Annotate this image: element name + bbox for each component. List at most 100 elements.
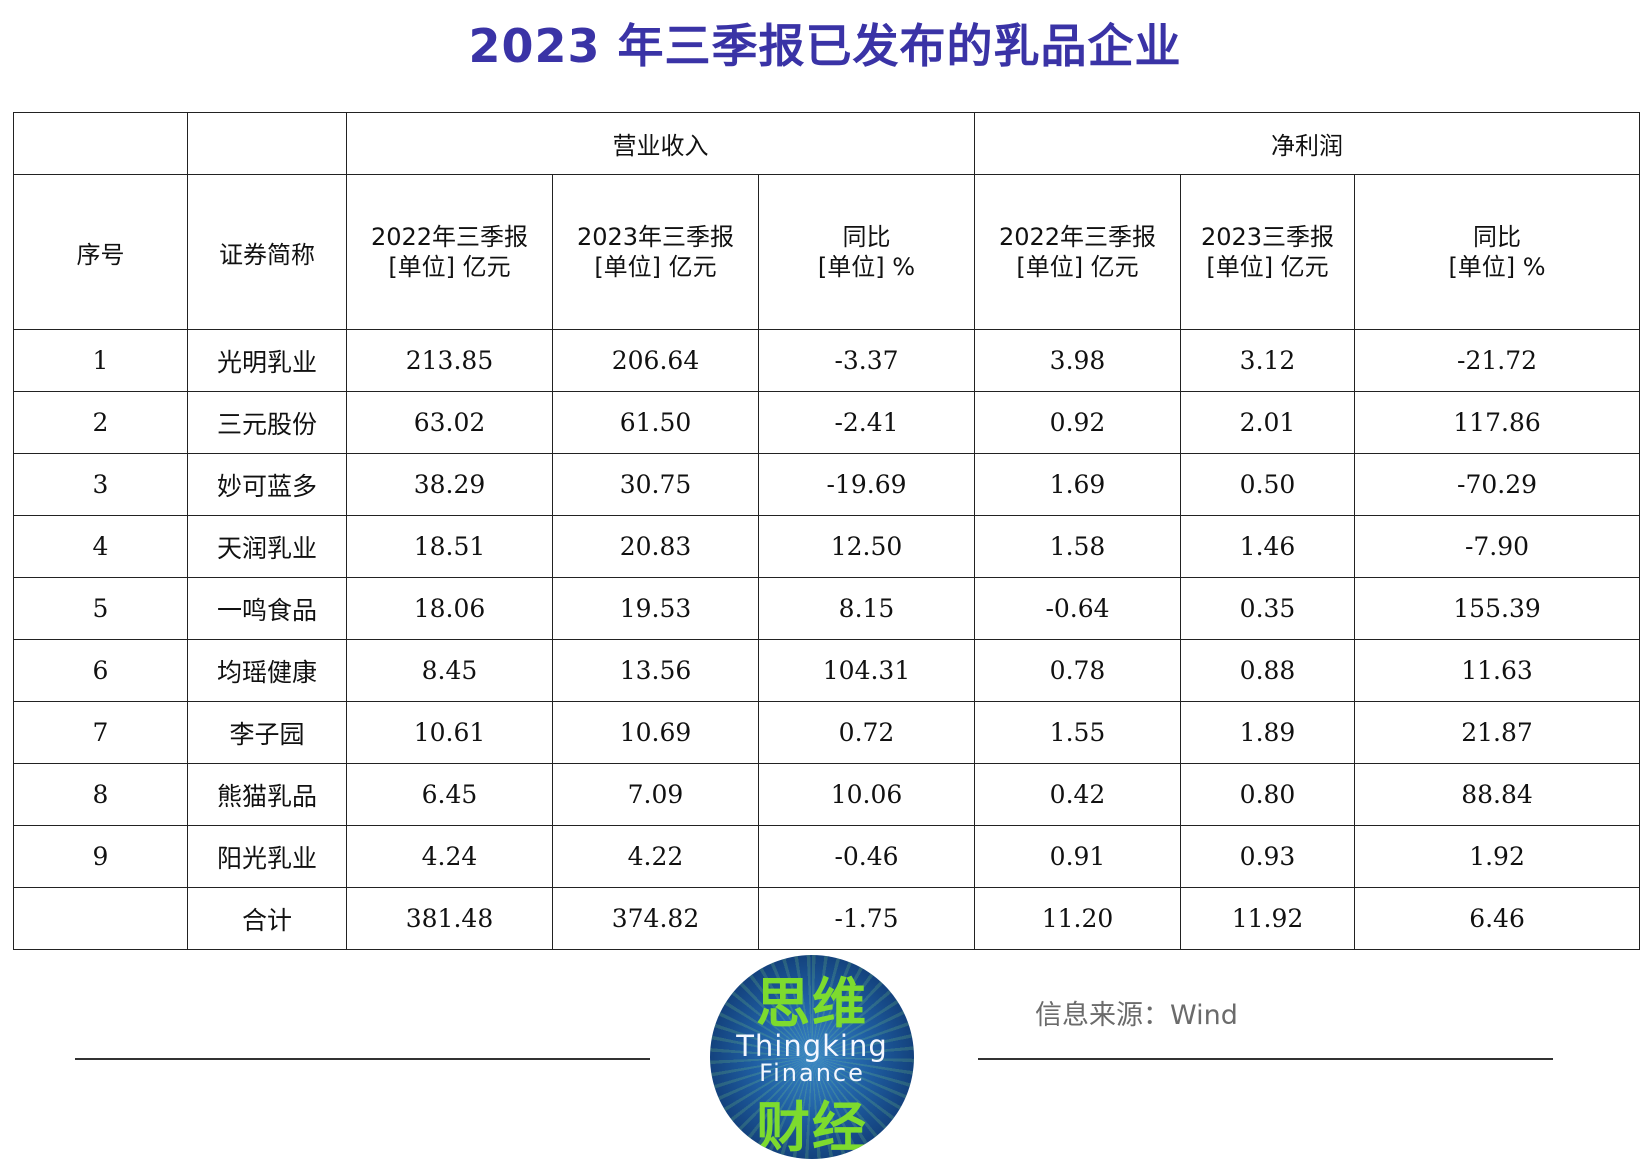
cell-np-yoy: -70.29 — [1354, 453, 1641, 516]
column-header-np-2023: 2023三季报 [单位] 亿元 — [1180, 174, 1356, 330]
cell-np-yoy: 88.84 — [1354, 763, 1641, 826]
cell-rev-yoy: 12.50 — [757, 515, 976, 578]
cell-np-yoy: 1.92 — [1354, 825, 1641, 888]
column-header-rev-2022-title: 2022年三季报 — [370, 223, 529, 251]
cell-np-2023: 0.35 — [1180, 577, 1356, 640]
table-row: 2 三元股份 63.02 61.50 -2.41 0.92 2.01 117.8… — [13, 391, 1641, 454]
cell-rev-2022: 10.61 — [346, 701, 553, 764]
cell-np-yoy: 117.86 — [1354, 391, 1641, 454]
column-header-np-yoy-unit: [单位] % — [1448, 253, 1546, 281]
cell-rev-2022: 63.02 — [346, 391, 553, 454]
table-row: 8 熊猫乳品 6.45 7.09 10.06 0.42 0.80 88.84 — [13, 763, 1641, 826]
group-header-revenue: 营业收入 — [345, 112, 976, 175]
cell-np-yoy: -7.90 — [1354, 515, 1641, 578]
cell-index: 3 — [13, 453, 188, 516]
column-header-np-2022-unit: [单位] 亿元 — [1016, 253, 1139, 281]
footer-divider-left — [75, 1058, 650, 1060]
column-header-np-yoy: 同比 [单位] % — [1354, 174, 1641, 330]
header-blank-name — [187, 112, 347, 175]
column-header-rev-yoy-title: 同比 — [842, 223, 891, 251]
cell-np-2022: 0.42 — [974, 763, 1182, 826]
cell-index — [13, 887, 188, 950]
cell-rev-2023: 30.75 — [552, 453, 759, 516]
logo-english-line2: Finance — [759, 1059, 865, 1087]
cell-rev-2022: 8.45 — [346, 639, 553, 702]
dairy-companies-table: 营业收入 净利润 序号 证券简称 2022年三季报 [单位] 亿元 2023年三… — [13, 112, 1641, 950]
cell-index: 7 — [13, 701, 188, 764]
cell-rev-2023: 61.50 — [552, 391, 759, 454]
cell-np-2023: 2.01 — [1180, 391, 1356, 454]
column-header-np-2022: 2022年三季报 [单位] 亿元 — [974, 174, 1182, 330]
cell-np-2023: 1.89 — [1180, 701, 1356, 764]
cell-np-2023: 0.88 — [1180, 639, 1356, 702]
cell-np-2023: 0.93 — [1180, 825, 1356, 888]
header-blank-index — [13, 112, 188, 175]
table-body: 1 光明乳业 213.85 206.64 -3.37 3.98 3.12 -21… — [13, 329, 1641, 950]
cell-np-2022: 0.91 — [974, 825, 1182, 888]
cell-np-2022: 0.78 — [974, 639, 1182, 702]
cell-name: 均瑶健康 — [187, 639, 347, 702]
cell-np-2022: -0.64 — [974, 577, 1182, 640]
cell-name: 三元股份 — [187, 391, 347, 454]
table-row: 5 一鸣食品 18.06 19.53 8.15 -0.64 0.35 155.3… — [13, 577, 1641, 640]
column-header-name: 证券简称 — [187, 174, 347, 330]
cell-rev-yoy: -3.37 — [757, 329, 976, 392]
logo-ray-pattern — [710, 955, 914, 1159]
column-header-rev-2023: 2023年三季报 [单位] 亿元 — [552, 174, 759, 330]
table-row: 9 阳光乳业 4.24 4.22 -0.46 0.91 0.93 1.92 — [13, 825, 1641, 888]
cell-rev-yoy: -0.46 — [757, 825, 976, 888]
cell-np-yoy: 155.39 — [1354, 577, 1641, 640]
cell-np-yoy: -21.72 — [1354, 329, 1641, 392]
column-header-rev-yoy: 同比 [单位] % — [757, 174, 976, 330]
cell-rev-2023: 20.83 — [552, 515, 759, 578]
cell-np-2022: 11.20 — [974, 887, 1182, 950]
cell-rev-2022: 6.45 — [346, 763, 553, 826]
cell-name: 熊猫乳品 — [187, 763, 347, 826]
cell-np-2023: 0.50 — [1180, 453, 1356, 516]
table-row: 3 妙可蓝多 38.29 30.75 -19.69 1.69 0.50 -70.… — [13, 453, 1641, 516]
column-header-np-2022-title: 2022年三季报 — [998, 223, 1157, 251]
cell-np-yoy: 6.46 — [1354, 887, 1641, 950]
cell-rev-yoy: -2.41 — [757, 391, 976, 454]
cell-np-yoy: 11.63 — [1354, 639, 1641, 702]
cell-name: 天润乳业 — [187, 515, 347, 578]
thinking-finance-logo: 思维 Thingking Finance 财经 — [710, 955, 914, 1159]
column-header-np-yoy-title: 同比 — [1473, 223, 1522, 251]
column-header-np-2023-title: 2023三季报 — [1200, 223, 1335, 251]
cell-index: 8 — [13, 763, 188, 826]
table-row: 1 光明乳业 213.85 206.64 -3.37 3.98 3.12 -21… — [13, 329, 1641, 392]
cell-rev-2022: 213.85 — [346, 329, 553, 392]
cell-rev-2023: 7.09 — [552, 763, 759, 826]
table-total-row: 合计 381.48 374.82 -1.75 11.20 11.92 6.46 — [13, 887, 1641, 950]
cell-index: 4 — [13, 515, 188, 578]
cell-rev-2023: 10.69 — [552, 701, 759, 764]
cell-np-2022: 3.98 — [974, 329, 1182, 392]
cell-np-2022: 0.92 — [974, 391, 1182, 454]
cell-name: 李子园 — [187, 701, 347, 764]
cell-np-yoy: 21.87 — [1354, 701, 1641, 764]
table-row: 7 李子园 10.61 10.69 0.72 1.55 1.89 21.87 — [13, 701, 1641, 764]
cell-name: 光明乳业 — [187, 329, 347, 392]
group-header-row: 营业收入 净利润 — [13, 112, 1641, 175]
cell-rev-yoy: 0.72 — [757, 701, 976, 764]
column-header-rev-2023-title: 2023年三季报 — [576, 223, 735, 251]
cell-rev-2023: 374.82 — [552, 887, 759, 950]
cell-np-2023: 1.46 — [1180, 515, 1356, 578]
cell-name: 妙可蓝多 — [187, 453, 347, 516]
group-header-net-profit: 净利润 — [974, 112, 1641, 175]
column-header-rev-2022-unit: [单位] 亿元 — [388, 253, 511, 281]
cell-name: 一鸣食品 — [187, 577, 347, 640]
cell-np-2023: 0.80 — [1180, 763, 1356, 826]
column-header-rev-2022: 2022年三季报 [单位] 亿元 — [346, 174, 553, 330]
cell-rev-2023: 4.22 — [552, 825, 759, 888]
cell-index: 1 — [13, 329, 188, 392]
column-header-np-2023-unit: [单位] 亿元 — [1206, 253, 1329, 281]
source-note: 信息来源：Wind — [1035, 1000, 1238, 1031]
cell-np-2022: 1.58 — [974, 515, 1182, 578]
cell-np-2023: 3.12 — [1180, 329, 1356, 392]
cell-index: 5 — [13, 577, 188, 640]
cell-np-2022: 1.55 — [974, 701, 1182, 764]
footer-divider-right — [978, 1058, 1553, 1060]
cell-rev-2022: 18.06 — [346, 577, 553, 640]
cell-rev-2023: 19.53 — [552, 577, 759, 640]
